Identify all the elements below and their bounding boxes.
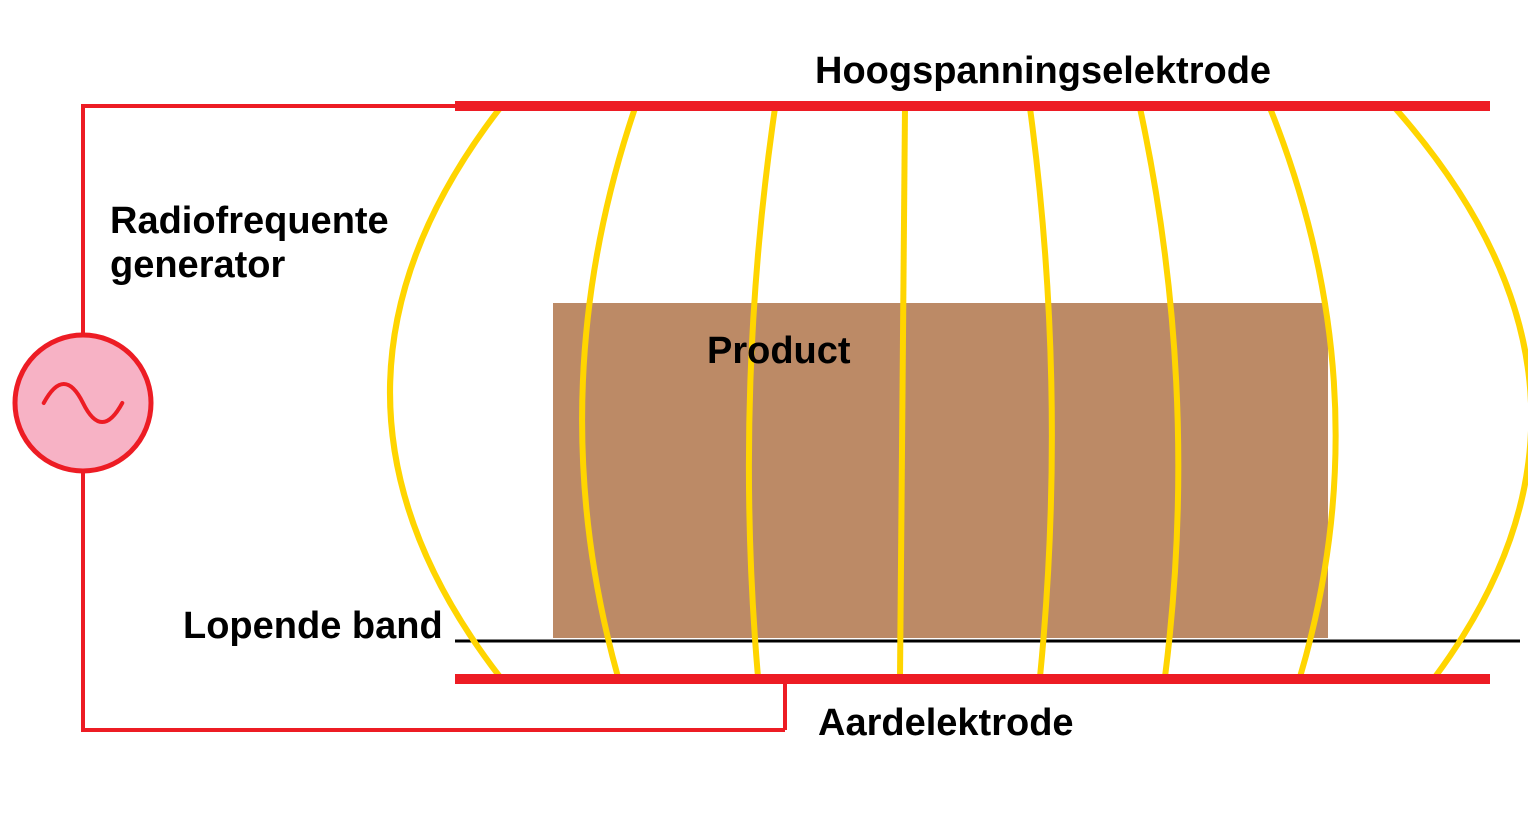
label-generator-line2: generator xyxy=(110,244,285,287)
rf-heating-diagram xyxy=(0,0,1528,820)
field-line-0 xyxy=(390,108,500,677)
label-generator-line1: Radiofrequente xyxy=(110,200,389,243)
label-conveyor: Lopende band xyxy=(183,605,443,648)
label-product: Product xyxy=(707,330,851,373)
product-rect xyxy=(553,303,1328,638)
label-bottom-electrode: Aardelektrode xyxy=(818,702,1074,745)
label-top-electrode: Hoogspanningselektrode xyxy=(815,50,1271,93)
field-line-7 xyxy=(1395,108,1528,677)
